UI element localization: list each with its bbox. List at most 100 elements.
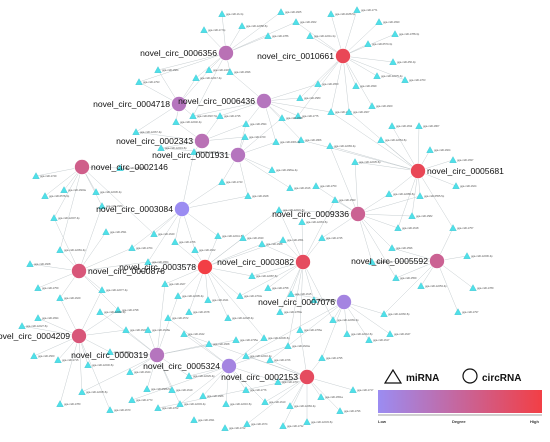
network-edge [99,311,158,356]
mirna-triangle [150,230,158,237]
mirna-label: gga-miR-6555-5p [424,194,445,198]
mirna-triangle [416,192,424,199]
mirna-label: gga-miR-1641 [212,298,229,302]
circrna-circle [230,147,246,163]
network-edge [342,55,394,63]
mirna-label: gga-miR-1600 [376,104,393,108]
circrna-node: novel_circ_0010661 [257,48,351,64]
mirna-triangle [126,368,134,375]
mirna-node: gga-miR-12277-3p [98,286,128,293]
mirna-label: gga-miR-1594 [250,122,267,126]
mirna-label: gga-miR-1811 [396,124,413,128]
mirna-label: gga-miR-1668 [213,342,230,346]
mirna-triangle [297,136,305,143]
mirna-triangle [116,164,124,171]
mirna-label: gga-miR-1624a [292,344,310,348]
mirna-node: gga-miR-1560 [30,352,55,359]
circrna-node: novel_circ_0003084 [96,201,190,217]
mirna-node: gga-miR-1697 [449,156,474,163]
mirna-label: gga-miR-1750 [320,184,337,188]
mirna-triangle [224,314,232,321]
mirna-triangle [352,82,360,89]
mirna-node: gga-miR-1750 [312,182,337,189]
mirna-node: gga-miR-1582 [408,212,433,219]
mirna-label: gga-miR-1684a-3p [276,168,298,172]
network-edge [436,260,459,313]
network-edge [391,247,438,262]
mirna-label: gga-miR-1629 [64,296,81,300]
mirna-triangle [98,286,106,293]
mirna-triangle [272,138,280,145]
network-edge [263,83,319,102]
mirna-label: gga-miR-1763 [409,78,426,82]
mirna-node: gga-miR-1717 [349,386,374,393]
mirna-label: gga-miR-12269-3p [337,318,359,322]
mirna-node: gga-miR-1766 [171,238,196,245]
circrna-circle [335,48,351,64]
mirna-label: gga-miR-1610 [269,400,286,404]
mirna-node: gga-miR-1811 [388,122,413,129]
mirna-triangle [394,224,402,231]
mirna-triangle [388,122,396,129]
mirna-label: gga-miR-12294-3p [198,150,220,154]
mirna-node: gga-miR-1722 [221,424,246,431]
network-edge [342,21,380,57]
mirna-node: gga-miR-12281-3p [56,246,86,253]
mirna-label: gga-miR-1627 [169,282,186,286]
mirna-label: gga-miR-1766a [304,328,322,332]
mirna-label: gga-miR-1670 [114,408,131,412]
circrna-node: novel_circ_0002153 [221,369,315,385]
mirna-triangle [128,244,136,251]
mirna-triangle [243,420,251,427]
circrna-label: novel_circ_0002146 [91,162,168,172]
network-edge [287,261,304,347]
network-edge [357,195,421,215]
network-edge [204,266,229,319]
network-edge [78,247,133,272]
mirna-triangle [276,308,284,315]
mirna-triangle [284,342,292,349]
mirna-triangle [264,284,272,291]
network-edge [302,261,334,321]
mirna-triangle [296,326,304,333]
circrna-node: novel_circ_0002146 [74,159,168,175]
mirna-node: gga-miR-12262-3p [96,308,126,315]
network-edge [156,295,179,356]
mirna-label: gga-miR-12219-5p [165,146,187,150]
mirna-node: gga-miR-1616 [286,184,311,191]
network-edge [78,289,103,337]
circrna-circle [74,159,90,175]
mirna-label: gga-miR-1617 [373,338,390,342]
mirna-label: gga-miR-17-5p [208,28,226,32]
mirna-node-layer: gga-miR-1b-3p gga-miR-1605 gga-miR-12258-5… [18,6,494,431]
mirna-node: gga-miR-12260-5p [380,310,410,317]
mirna-node: gga-miR-1630 [239,234,264,241]
network-edge [131,208,183,249]
mirna-node: gga-miR-12269-3p [329,316,359,323]
mirna-triangle [180,330,188,337]
mirna-triangle [222,400,230,407]
mirna-node: gga-miR-6588-5p [143,385,172,392]
network-edge [192,52,227,117]
mirna-triangle [268,166,276,173]
mirna-node: gga-miR-1678 [185,308,210,315]
circrna-circle [149,347,165,363]
mirna-label: gga-miR-1775 [302,114,319,118]
mirna-node: gga-miR-12227-5p [18,322,48,329]
mirna-triangle [218,178,226,185]
mirna-node: gga-miR-1773 [128,396,153,403]
mirna-triangle [298,218,306,225]
mirna-triangle [336,407,344,414]
mirna-triangle [191,246,199,253]
mirna-triangle [205,340,213,347]
mirna-label: gga-miR-1759 [42,286,59,290]
circrna-circle [256,93,272,109]
mirna-node: gga-miR-200b-3p [272,138,301,145]
circrna-label: novel_circ_0009336 [272,209,349,219]
mirna-node: gga-miR-12283-3p [326,142,356,149]
mirna-node: gga-miR-6555-5p [416,192,445,199]
mirna-label: gga-miR-1749 [40,174,57,178]
mirna-triangle [226,68,234,75]
mirna-label: gga-miR-1720 [249,135,266,139]
mirna-label: gga-miR-12228-3p [232,316,254,320]
